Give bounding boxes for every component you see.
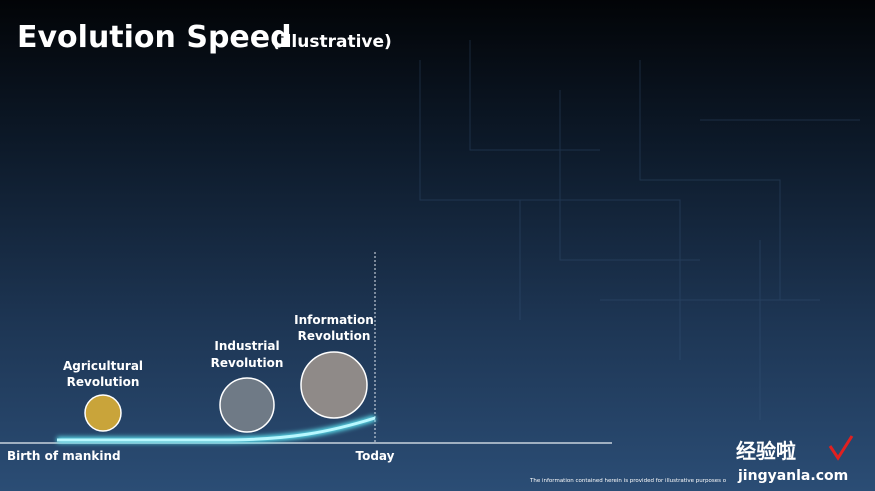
watermark-name: 经验啦 — [736, 439, 796, 463]
watermark-check — [828, 435, 854, 461]
footnote: The information contained herein is prov… — [529, 478, 727, 484]
subtitle: (illustrative) — [272, 32, 392, 52]
watermark-site: jingyanla.com — [737, 468, 848, 484]
stage-label: Agricultural — [63, 359, 143, 373]
end-label: Today — [356, 449, 395, 463]
start-label: Birth of mankind — [7, 449, 121, 463]
stage-label: Information — [294, 313, 374, 327]
information-image — [300, 351, 368, 419]
industrial-image — [219, 377, 275, 433]
stage-label: Revolution — [298, 329, 371, 343]
title: Evolution Speed — [17, 20, 292, 55]
circuit-pattern — [419, 40, 860, 420]
stage-label: Industrial — [214, 339, 279, 353]
curve — [57, 416, 376, 442]
stage-label: Revolution — [211, 356, 284, 370]
agricultural-image — [84, 394, 122, 432]
stage-label: Revolution — [67, 375, 140, 389]
